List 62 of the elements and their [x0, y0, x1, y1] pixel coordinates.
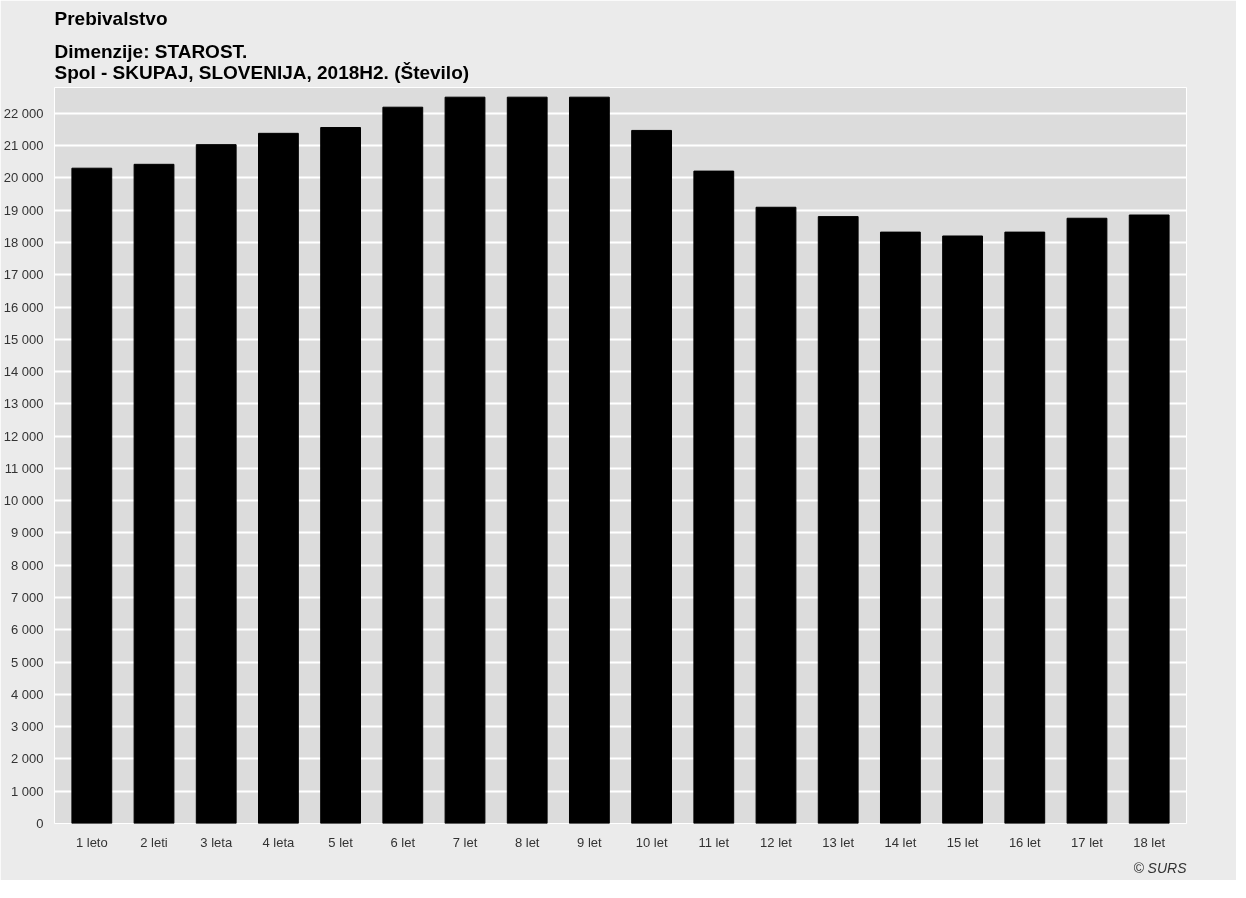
- x-tick-label: 15 let: [946, 834, 979, 850]
- x-tick-label: 9 let: [577, 834, 603, 850]
- y-tick-label: 6 000: [10, 622, 44, 638]
- y-tick-label: 19 000: [3, 202, 44, 218]
- y-tick-label: 14 000: [3, 364, 44, 380]
- y-tick-label: 20 000: [3, 170, 44, 186]
- x-tick-label: 14 let: [884, 834, 917, 850]
- x-tick-label: 1 leto: [75, 834, 108, 850]
- bar: [755, 206, 797, 824]
- x-tick-label: 10 let: [635, 834, 668, 850]
- bar: [320, 127, 362, 824]
- bar: [382, 106, 424, 824]
- y-tick-label: 22 000: [3, 105, 44, 121]
- chart-subtitle: Dimenzije: STAROST. Spol - SKUPAJ, SLOVENIJA, 2018H2. (Število): [54, 40, 470, 83]
- y-tick-label: 8 000: [10, 557, 44, 573]
- x-tick-label: 18 let: [1133, 834, 1166, 850]
- bar: [1004, 231, 1046, 824]
- y-tick-label: 9 000: [10, 525, 44, 541]
- x-tick-label: 6 let: [390, 834, 416, 850]
- y-tick-label: 11 000: [4, 460, 44, 476]
- y-tick-label: 13 000: [3, 396, 44, 412]
- y-tick-label: 3 000: [10, 719, 44, 735]
- x-tick-label: 7 let: [452, 834, 478, 850]
- y-tick-label: 0: [36, 816, 44, 831]
- bar: [506, 96, 548, 824]
- y-tick-label: 15 000: [3, 331, 44, 347]
- y-tick-label: 16 000: [3, 299, 44, 315]
- bar: [879, 231, 921, 824]
- y-tick-label: 17 000: [3, 267, 44, 283]
- y-tick-label: 5 000: [10, 654, 44, 670]
- bar: [71, 167, 113, 824]
- chart-title: Prebivalstvo: [54, 7, 168, 29]
- bar: [258, 132, 299, 824]
- bar: [1066, 217, 1108, 824]
- y-tick-label: 7 000: [10, 590, 44, 606]
- y-tick-label: 18 000: [3, 234, 44, 250]
- x-tick-label: 17 let: [1071, 834, 1104, 850]
- x-tick-label: 12 let: [760, 834, 793, 850]
- bar: [942, 235, 983, 824]
- bar: [444, 96, 486, 824]
- bar: [631, 129, 672, 824]
- y-tick-label: 1 000: [10, 783, 44, 799]
- bar: [817, 216, 859, 824]
- bar: [693, 170, 735, 824]
- x-tick-label: 2 leti: [140, 834, 168, 850]
- x-tick-label: 16 let: [1008, 834, 1042, 850]
- bar: [1128, 214, 1170, 824]
- y-tick-label: 21 000: [3, 138, 44, 154]
- text: © SURS: [1133, 859, 1188, 876]
- y-tick-label: 12 000: [3, 428, 44, 444]
- x-tick-label: 4 leta: [262, 834, 296, 850]
- x-tick-label: 8 let: [514, 834, 540, 850]
- bar: [133, 163, 175, 824]
- y-tick-label: 2 000: [10, 751, 44, 767]
- y-tick-label: 10 000: [3, 493, 44, 509]
- bar: [195, 144, 237, 824]
- bar: [569, 96, 610, 824]
- x-tick-label: 11 let: [698, 834, 730, 850]
- x-tick-label: 3 leta: [200, 834, 233, 850]
- y-tick-label: 4 000: [10, 686, 44, 702]
- x-tick-label: 5 let: [328, 834, 354, 850]
- x-tick-label: 13 let: [822, 834, 855, 850]
